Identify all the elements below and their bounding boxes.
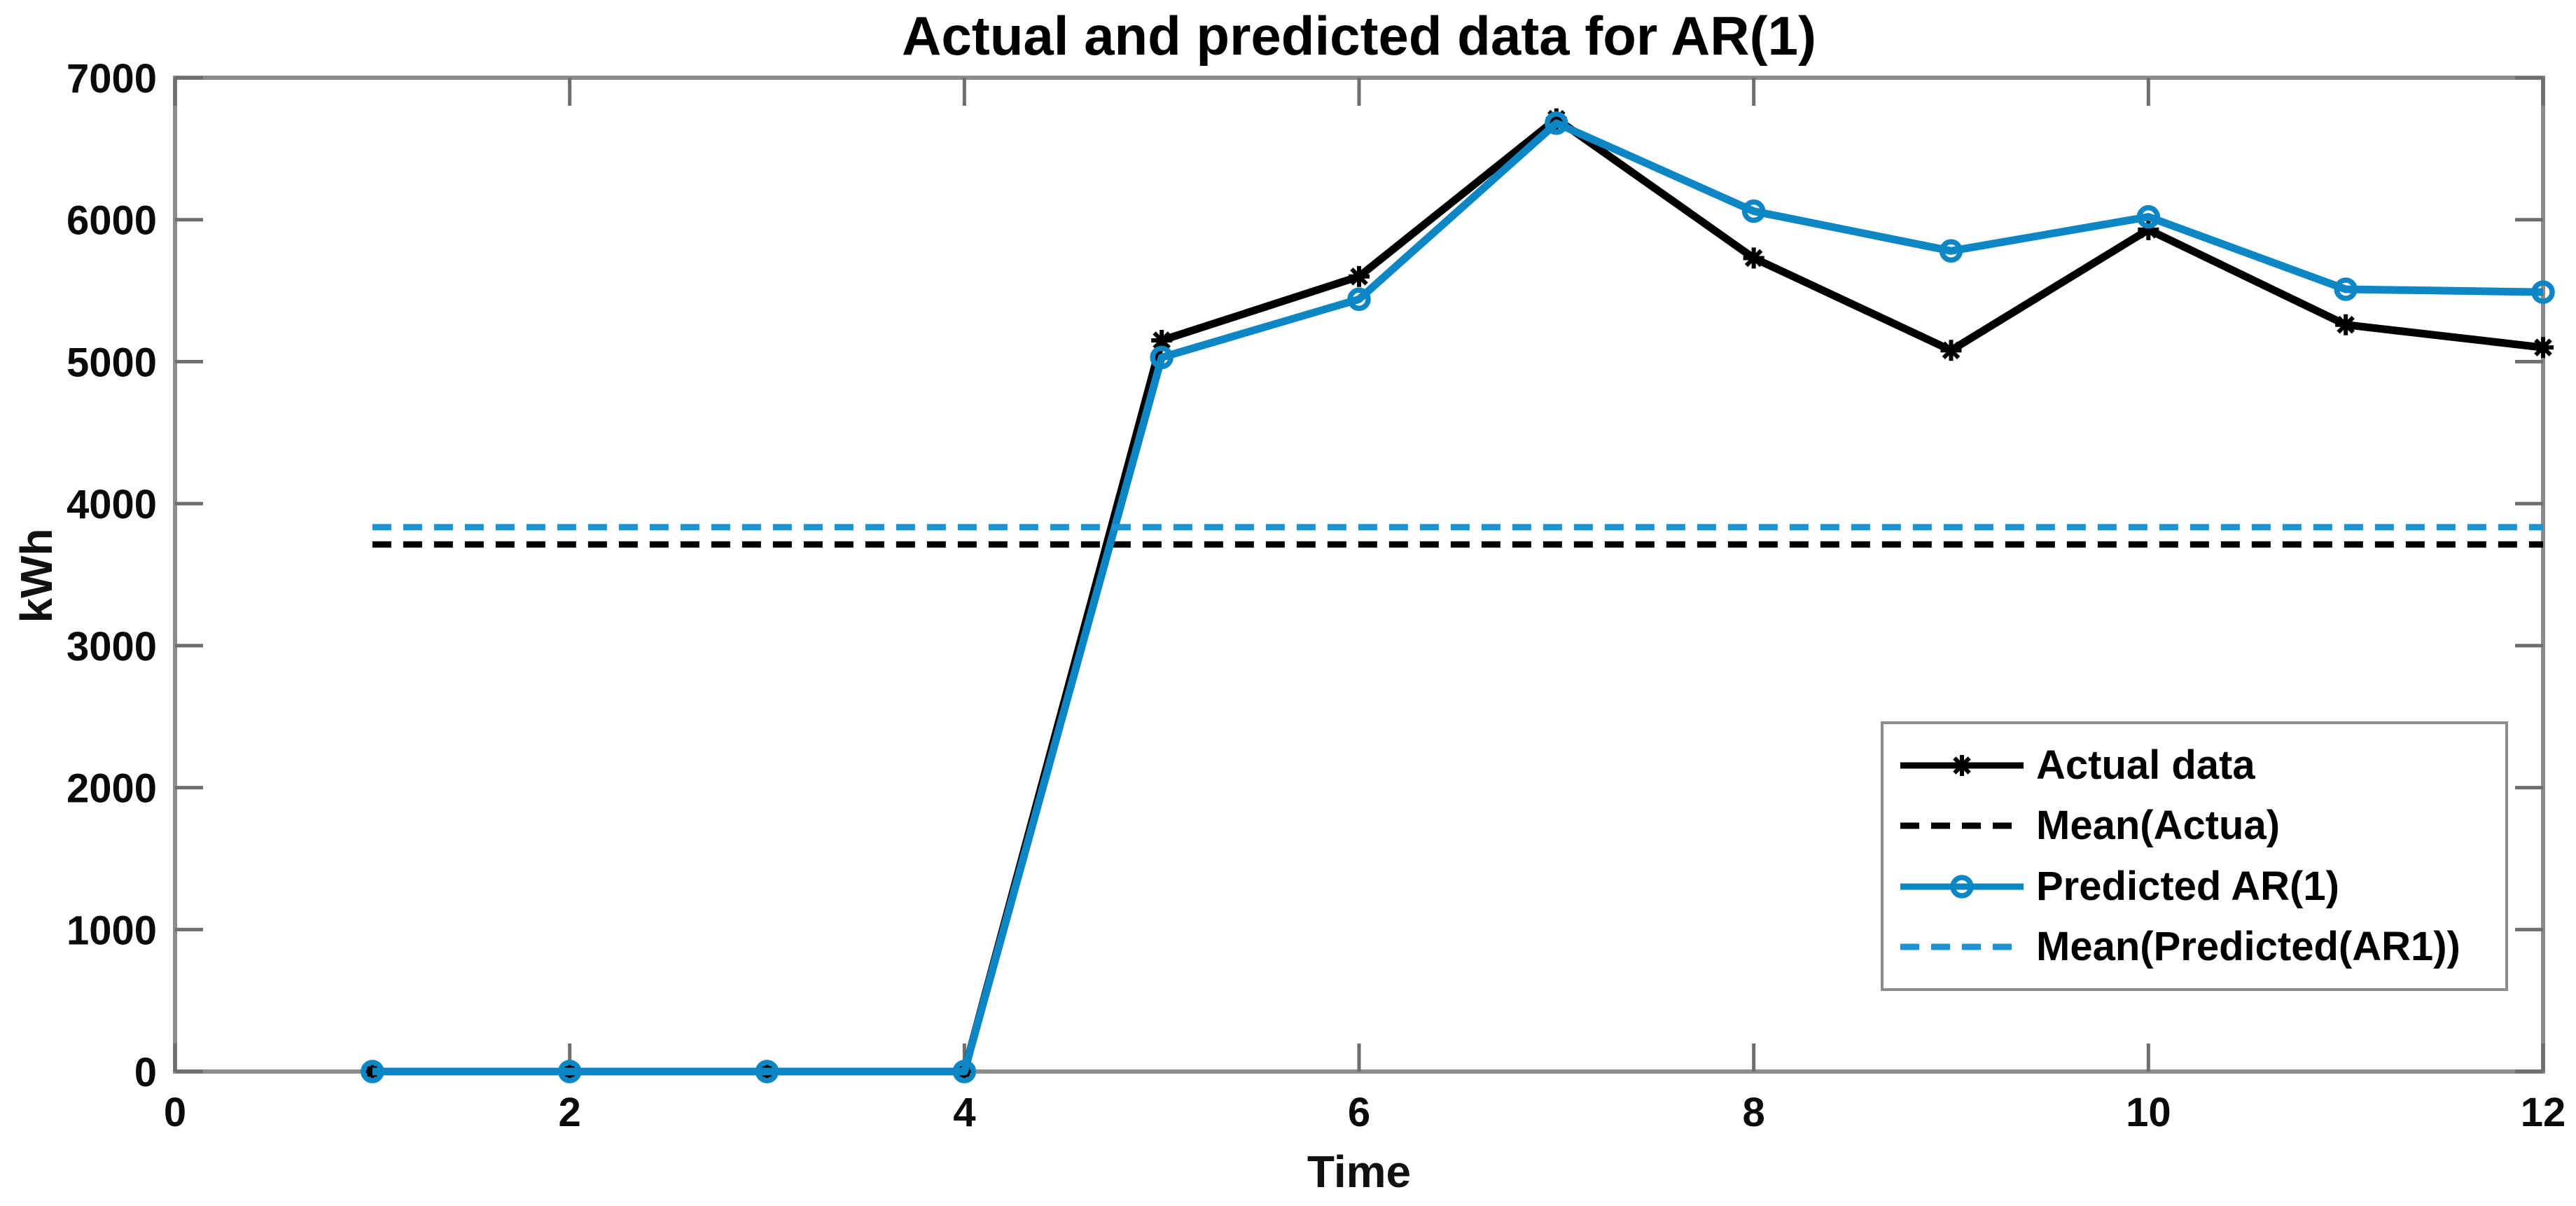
legend-item-predicted-ar1: Predicted AR(1): [1898, 862, 2500, 911]
chart-title: Actual and predicted data for AR(1): [902, 5, 1816, 67]
legend-item-mean-predicted-ar1: Mean(Predicted(AR1)): [1898, 922, 2500, 971]
svg-text:12: 12: [2521, 1090, 2566, 1135]
svg-text:2000: 2000: [67, 766, 157, 812]
svg-text:3000: 3000: [67, 624, 157, 670]
svg-text:10: 10: [2126, 1090, 2171, 1135]
legend-sample-predicted-line-icon: [1900, 874, 2024, 899]
x-axis-label: Time: [1307, 1146, 1412, 1197]
svg-text:6000: 6000: [67, 198, 157, 244]
legend-sample-mean-actual-dashed-line-icon: [1900, 822, 2024, 829]
svg-text:2: 2: [559, 1090, 581, 1135]
svg-text:4000: 4000: [67, 482, 157, 527]
legend-item-mean-actual: Mean(Actua): [1898, 801, 2500, 850]
svg-text:8: 8: [1743, 1090, 1765, 1135]
legend-item-label: Predicted AR(1): [2036, 863, 2339, 909]
legend-sample-actual-line-icon: [1900, 755, 2024, 777]
legend-sample-mean-predicted-dashed-line-icon: [1900, 943, 2024, 950]
legend: Actual data Mean(Actua) Predicted AR(1) …: [1881, 721, 2508, 991]
legend-item-label: Mean(Predicted(AR1)): [2036, 923, 2460, 969]
legend-item-actual-data: Actual data: [1898, 741, 2500, 790]
svg-text:7000: 7000: [67, 56, 157, 102]
svg-text:0: 0: [134, 1050, 157, 1095]
svg-text:4: 4: [953, 1090, 975, 1135]
svg-text:0: 0: [164, 1090, 186, 1135]
svg-text:5000: 5000: [67, 340, 157, 385]
legend-item-label: Mean(Actua): [2036, 803, 2281, 849]
svg-text:6: 6: [1348, 1090, 1370, 1135]
y-axis-label: kWh: [11, 528, 62, 623]
legend-item-label: Actual data: [2036, 742, 2255, 789]
svg-text:1000: 1000: [67, 908, 157, 953]
